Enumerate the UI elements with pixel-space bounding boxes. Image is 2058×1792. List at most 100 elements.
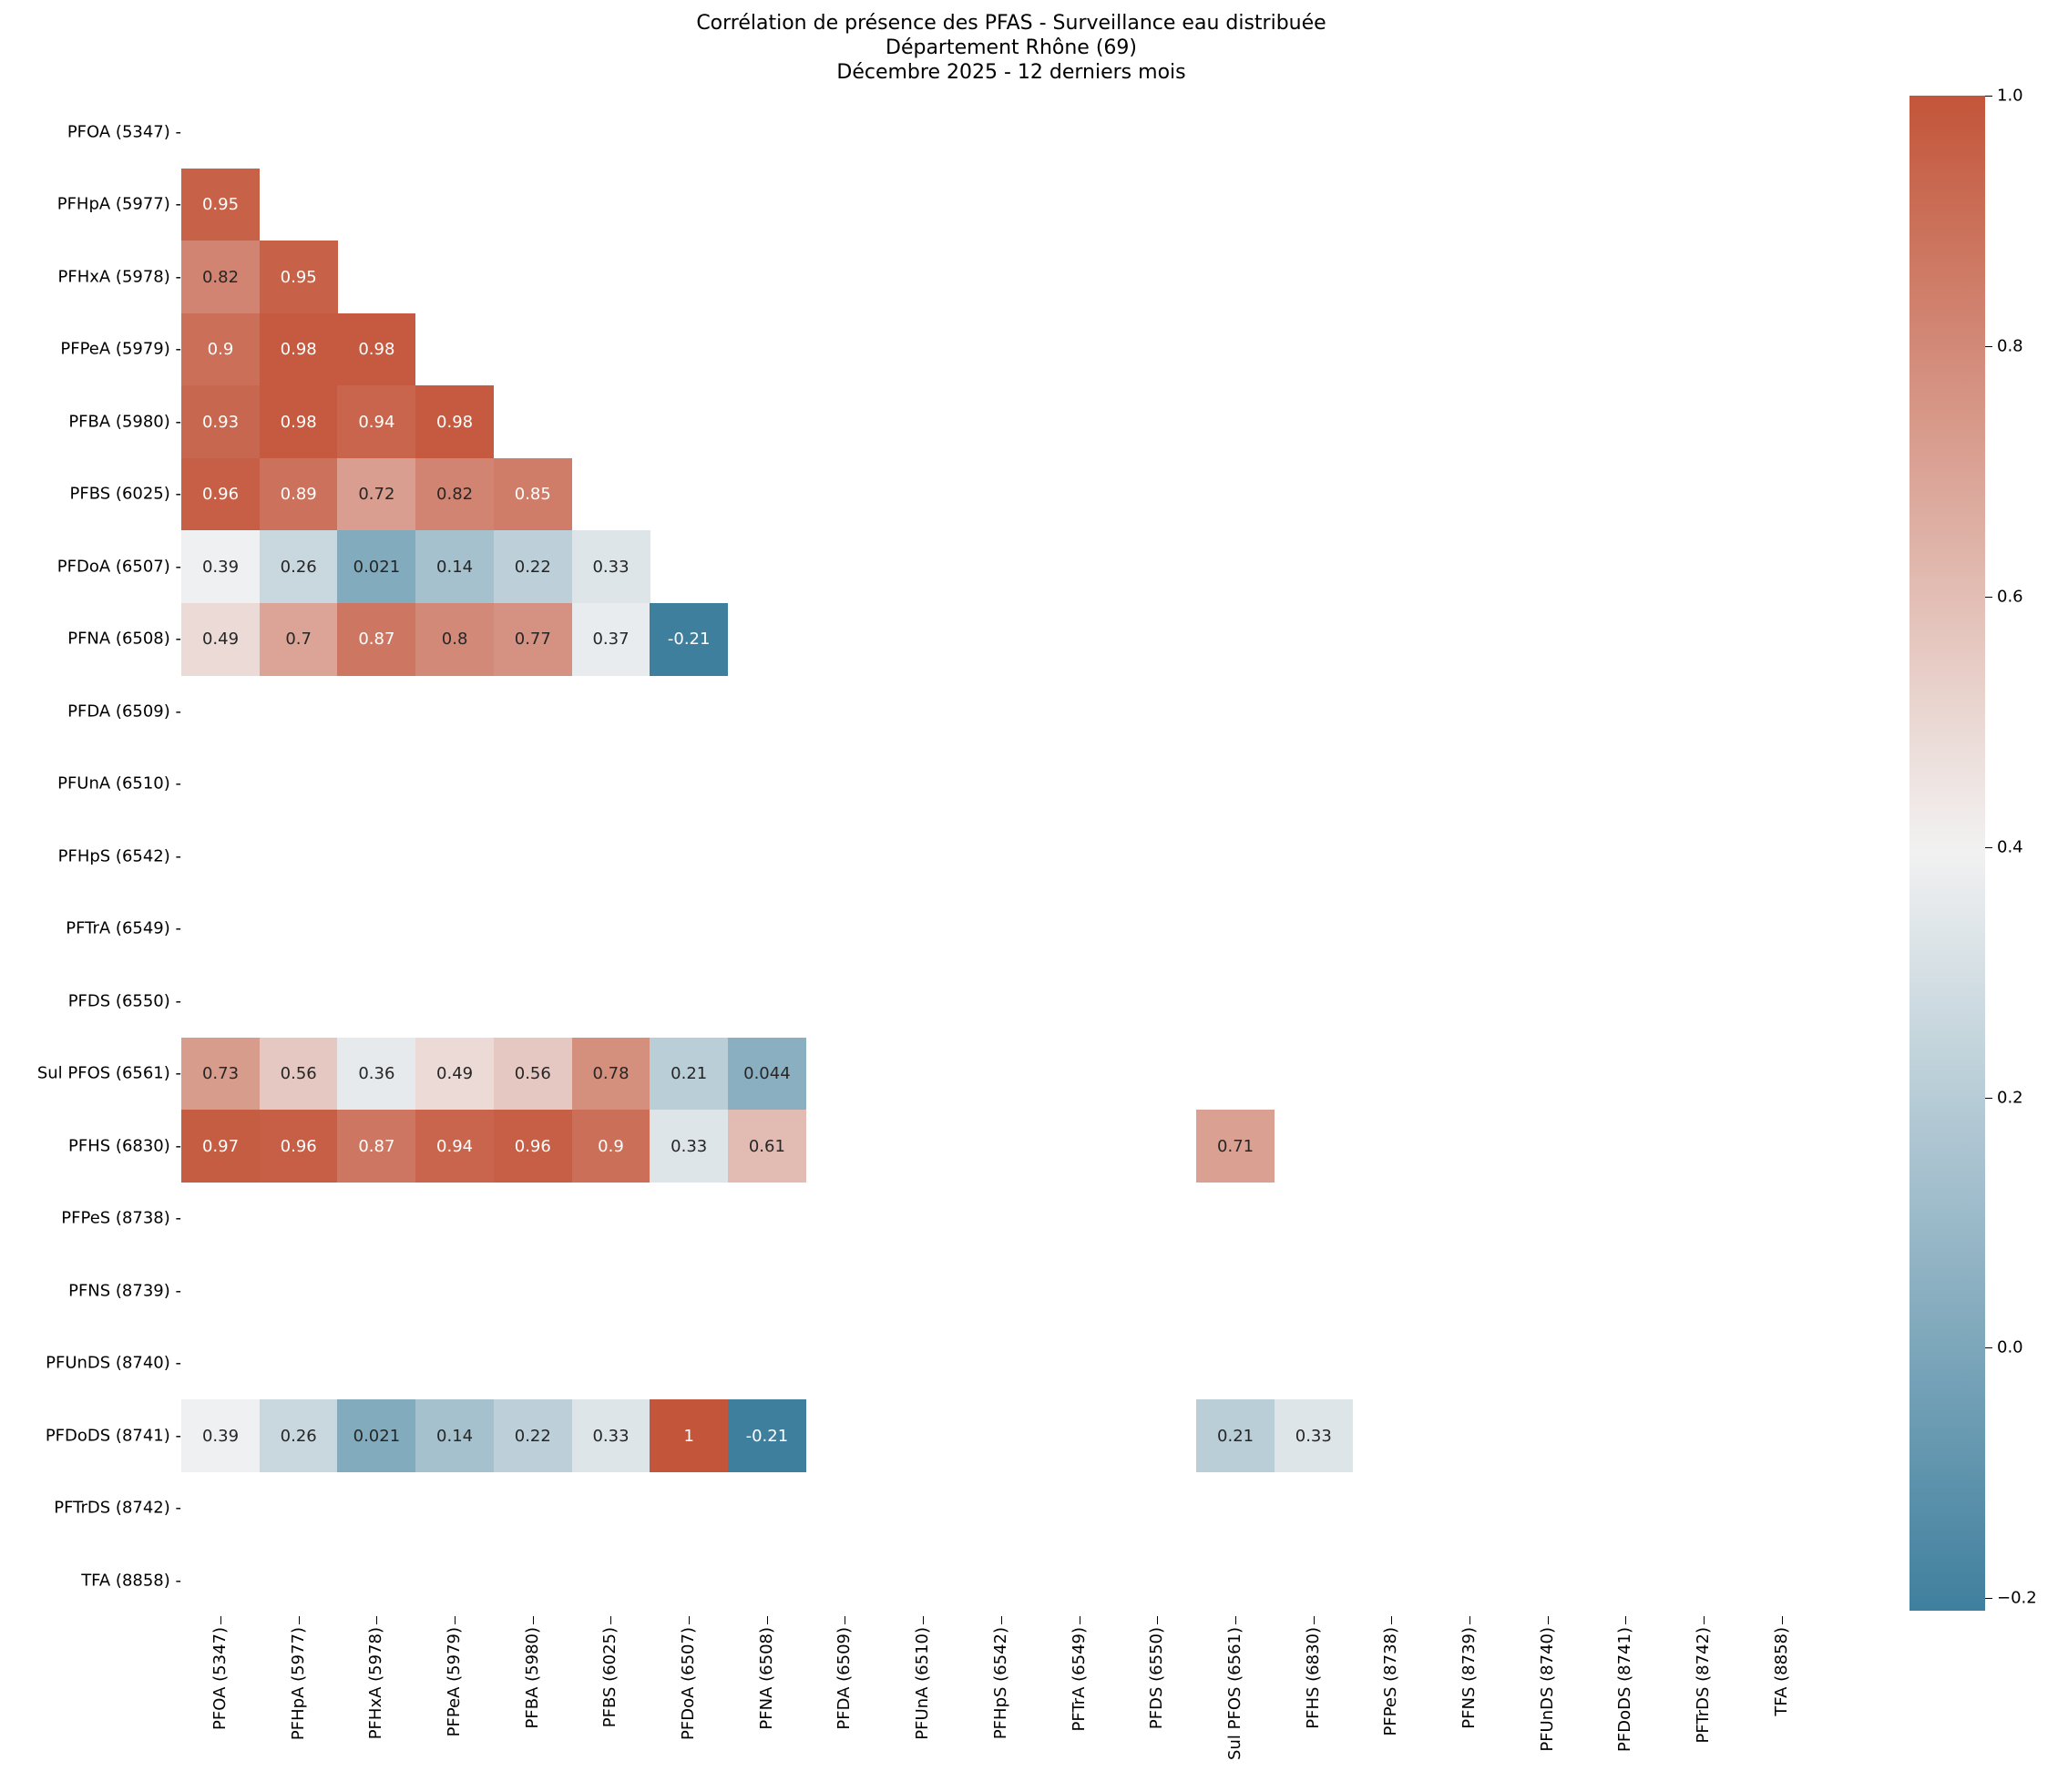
- heatmap-cell: 0.14: [415, 530, 495, 603]
- x-tick-mark: [1314, 1616, 1315, 1624]
- heatmap-cell: 0.98: [259, 312, 338, 386]
- heatmap-cell: 0.95: [181, 168, 260, 241]
- heatmap-cell: 0.89: [259, 457, 338, 531]
- x-tick-label: PFTrDS (8742): [1694, 1627, 1713, 1744]
- colorbar-tick-label: 0.8: [1997, 336, 2023, 356]
- heatmap-cell: 0.56: [493, 1037, 572, 1111]
- heatmap-cell: 0.14: [415, 1399, 495, 1472]
- colorbar-tick-label: −0.2: [1997, 1588, 2037, 1608]
- chart-title: Corrélation de présence des PFAS - Surve…: [0, 11, 2022, 85]
- heatmap-cell: 0.26: [259, 1399, 338, 1472]
- y-tick-label: PFDoDS (8741): [46, 1426, 181, 1445]
- x-tick-label: PFPeA (5979): [445, 1627, 464, 1737]
- heatmap-cell: 0.98: [415, 385, 495, 458]
- y-tick-label: PFPeA (5979): [60, 340, 181, 359]
- x-tick-mark: [455, 1616, 456, 1624]
- y-tick-label: PFDA (6509): [67, 701, 181, 721]
- heatmap-cell: 0.021: [337, 1399, 416, 1472]
- x-tick-label: PFUnDS (8740): [1538, 1627, 1557, 1752]
- x-tick-mark: [767, 1616, 768, 1624]
- heatmap-cell: 0.98: [337, 312, 416, 386]
- heatmap-cell: 0.33: [571, 530, 650, 603]
- heatmap-cell: 0.37: [571, 602, 650, 676]
- x-tick-mark: [533, 1616, 534, 1624]
- x-tick-label: PFDoDS (8741): [1615, 1627, 1634, 1752]
- heatmap-cell: 0.22: [493, 530, 572, 603]
- x-tick-mark: [610, 1616, 611, 1624]
- colorbar-tick-mark: [1985, 96, 1992, 97]
- x-tick-mark: [689, 1616, 690, 1624]
- x-tick-label: PFHpA (5977): [289, 1627, 308, 1741]
- x-tick-label: PFBS (6025): [600, 1627, 619, 1728]
- x-tick-mark: [1469, 1616, 1470, 1624]
- x-tick-label: PFHxA (5978): [366, 1627, 385, 1740]
- y-tick-label: PFNA (6508): [67, 630, 181, 649]
- heatmap-cell: 0.044: [727, 1037, 806, 1111]
- heatmap-cell: 0.82: [415, 457, 495, 531]
- colorbar-tick-mark: [1985, 1098, 1992, 1099]
- heatmap-cell: 0.33: [1274, 1399, 1353, 1472]
- x-tick-mark: [1704, 1616, 1705, 1624]
- y-tick-label: TFA (8858): [81, 1571, 181, 1590]
- x-tick-mark: [220, 1616, 221, 1624]
- heatmap-cell: 0.93: [181, 385, 260, 458]
- y-tick-label: PFPeS (8738): [61, 1209, 181, 1228]
- y-tick-label: PFHpA (5977): [57, 195, 181, 214]
- colorbar-tick-mark: [1985, 847, 1992, 848]
- x-tick-mark: [299, 1616, 300, 1624]
- x-tick-mark: [1782, 1616, 1783, 1624]
- heatmap-cell: 0.96: [181, 457, 260, 531]
- heatmap-cell: 0.61: [727, 1110, 806, 1183]
- y-tick-label: PFHpS (6542): [58, 846, 181, 865]
- heatmap-cell: 0.77: [493, 602, 572, 676]
- heatmap-cell: 0.98: [259, 385, 338, 458]
- heatmap-cell: 0.39: [181, 530, 260, 603]
- heatmap-cell: 0.94: [337, 385, 416, 458]
- x-tick-label: PFNA (6508): [757, 1627, 776, 1730]
- heatmap-cell: 0.36: [337, 1037, 416, 1111]
- heatmap-cell: 0.95: [259, 241, 338, 313]
- y-tick-label: PFUnDS (8740): [46, 1354, 181, 1373]
- heatmap-cell: 0.82: [181, 241, 260, 313]
- heatmap-cell: -0.21: [650, 602, 729, 676]
- x-tick-label: TFA (8858): [1772, 1627, 1791, 1716]
- x-tick-mark: [1001, 1616, 1002, 1624]
- heatmap-cell: 0.49: [415, 1037, 495, 1111]
- x-tick-mark: [1548, 1616, 1549, 1624]
- heatmap-cell: 0.26: [259, 530, 338, 603]
- x-tick-label: PFTrA (6549): [1070, 1627, 1089, 1732]
- x-tick-mark: [1625, 1616, 1626, 1624]
- x-tick-label: PFHS (6830): [1304, 1627, 1323, 1729]
- colorbar-tick-label: 0.0: [1997, 1337, 2023, 1357]
- heatmap-cell: 0.87: [337, 1110, 416, 1183]
- x-tick-label: PFOA (5347): [210, 1627, 230, 1730]
- heatmap-cell: 0.85: [493, 457, 572, 531]
- title-line-2: Département Rhône (69): [886, 36, 1137, 59]
- heatmap-cell: 0.96: [493, 1110, 572, 1183]
- x-tick-mark: [923, 1616, 924, 1624]
- heatmap-cell: 0.21: [650, 1037, 729, 1111]
- heatmap-cell: 1: [650, 1399, 729, 1472]
- heatmap-cell: 0.9: [571, 1110, 650, 1183]
- x-tick-label: PFPeS (8738): [1381, 1627, 1400, 1736]
- y-tick-label: PFTrA (6549): [66, 919, 181, 938]
- colorbar-tick-mark: [1985, 1598, 1992, 1599]
- y-tick-label: Sul PFOS (6561): [37, 1064, 181, 1083]
- heatmap-cell: 0.21: [1196, 1399, 1275, 1472]
- colorbar-tick-label: 0.4: [1997, 837, 2023, 857]
- colorbar-tick-mark: [1985, 1347, 1992, 1348]
- y-tick-label: PFBA (5980): [68, 412, 181, 431]
- heatmap-cell: 0.33: [650, 1110, 729, 1183]
- colorbar: [1910, 96, 1985, 1611]
- heatmap-cell: 0.49: [181, 602, 260, 676]
- y-tick-label: PFNS (8739): [68, 1281, 181, 1300]
- y-tick-label: PFHS (6830): [68, 1136, 181, 1155]
- title-line-1: Corrélation de présence des PFAS - Surve…: [696, 12, 1326, 35]
- heatmap-cell: 0.021: [337, 530, 416, 603]
- y-tick-label: PFDoA (6507): [57, 557, 181, 576]
- x-tick-label: Sul PFOS (6561): [1225, 1627, 1244, 1760]
- heatmap-cell: 0.78: [571, 1037, 650, 1111]
- y-tick-label: PFHxA (5978): [57, 267, 181, 286]
- heatmap-cell: 0.56: [259, 1037, 338, 1111]
- x-tick-label: PFUnA (6510): [913, 1627, 932, 1740]
